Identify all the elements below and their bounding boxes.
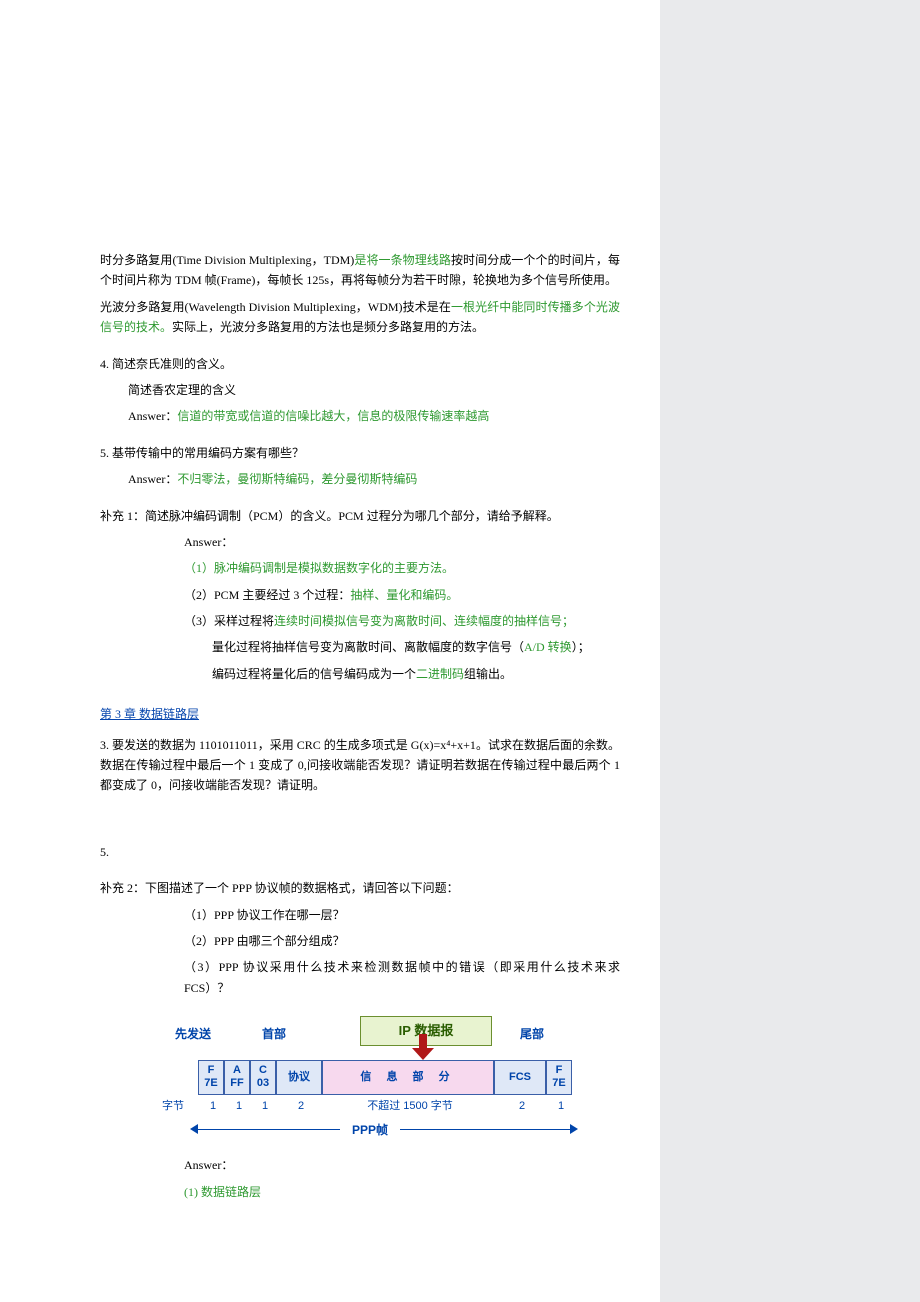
side-panel (660, 0, 920, 1302)
text-highlight: 是将一条物理线路 (354, 253, 451, 267)
bytes-info: 不超过 1500 字节 (324, 1097, 496, 1116)
sup1-item1: （1）脉冲编码调制是模拟数据数字化的主要方法。 (100, 558, 620, 578)
sup2-answer-label: Answer： (100, 1155, 620, 1175)
bytes-label: 字节 (160, 1097, 200, 1116)
document-body: 时分多路复用(Time Division Multiplexing，TDM)是将… (0, 0, 660, 1302)
sup1-item3a: （3）采样过程将连续时间模拟信号变为离散时间、连续幅度的抽样信号； (100, 611, 620, 631)
q5b: 5. (100, 842, 620, 862)
text-highlight: 连续时间模拟信号变为离散时间、连续幅度的抽样信号； (274, 614, 574, 628)
chapter3-link[interactable]: 第 3 章 数据链路层 (100, 704, 199, 724)
field-flag2: F7E (546, 1060, 572, 1094)
text: ）； (572, 640, 590, 654)
text: 量化过程将抽样信号变为离散时间、离散幅度的数字信号（ (212, 640, 524, 654)
text: 编码过程将量化后的信号编码成为一个 (212, 667, 416, 681)
ppp-frame-width: PPP帧 (160, 1119, 580, 1141)
sup1-item3c: 编码过程将量化后的信号编码成为一个二进制码组输出。 (100, 664, 620, 684)
text: 组输出。 (464, 667, 512, 681)
text-highlight: 抽样、量化和编码。 (350, 588, 458, 602)
q3-text: 3. 要发送的数据为 1101011011，采用 CRC 的生成多项式是 G(x… (100, 735, 620, 796)
q5-title: 5. 基带传输中的常用编码方案有哪些？ (100, 443, 620, 463)
q4-title: 4. 简述奈氏准则的含义。 (100, 354, 620, 374)
sup2-title: 补充 2：下图描述了一个 PPP 协议帧的数据格式，请回答以下问题： (100, 878, 620, 898)
text: 光波分多路复用(Wavelength Division Multiplexing… (100, 300, 451, 314)
field-info: 信 息 部 分 (322, 1060, 494, 1094)
bytes-c: 1 (252, 1097, 278, 1116)
field-protocol: 协议 (276, 1060, 322, 1094)
ppp-frame-diagram: 先发送 首部 IP 数据报 尾部 F7E AFF C03 协议 信 息 部 分 … (160, 1012, 580, 1141)
sup2-answer1: (1) 数据链路层 (100, 1182, 620, 1202)
answer-label: Answer： (128, 472, 177, 486)
field-address: AFF (224, 1060, 250, 1094)
q5-answer: Answer：不归零法，曼彻斯特编码，差分曼彻斯特编码 (100, 469, 620, 489)
wdm-paragraph: 光波分多路复用(Wavelength Division Multiplexing… (100, 297, 620, 338)
field-control: C03 (250, 1060, 276, 1094)
sup2-q1: （1）PPP 协议工作在哪一层？ (100, 905, 620, 925)
arrow-down-icon (412, 1048, 434, 1060)
sup1-title: 补充 1：简述脉冲编码调制（PCM）的含义。PCM 过程分为哪几个部分，请给予解… (100, 506, 620, 526)
sup2-q3: （3）PPP 协议采用什么技术来检测数据帧中的错误（即采用什么技术来求 FCS）… (100, 957, 620, 998)
text-highlight: A/D 转换 (524, 640, 572, 654)
q4-subtitle: 简述香农定理的含义 (100, 380, 620, 400)
bytes-f1: 1 (200, 1097, 226, 1116)
bytes-a: 1 (226, 1097, 252, 1116)
bytes-proto: 2 (278, 1097, 324, 1116)
answer-text: 信道的带宽或信道的信噪比越大，信息的极限传输速率越高 (177, 409, 489, 423)
text: 时分多路复用(Time Division Multiplexing，TDM) (100, 253, 354, 267)
answer-label: Answer： (128, 409, 177, 423)
label-send-first: 先发送 (160, 1024, 226, 1046)
text-highlight: 二进制码 (416, 667, 464, 681)
text: 按时间分成一个个的时间片， (451, 253, 608, 267)
field-fcs: FCS (494, 1060, 546, 1094)
field-flag1: F7E (198, 1060, 224, 1094)
q4-answer: Answer：信道的带宽或信道的信噪比越大，信息的极限传输速率越高 (100, 406, 620, 426)
ppp-frame-label: PPP帧 (340, 1120, 400, 1140)
sup1-item2: （2）PCM 主要经过 3 个过程：抽样、量化和编码。 (100, 585, 620, 605)
text: （2）PCM 主要经过 3 个过程： (184, 588, 350, 602)
text: 实际上，光波分多路复用的方法也是频分多路复用的方法。 (172, 320, 484, 334)
answer-text: 不归零法，曼彻斯特编码，差分曼彻斯特编码 (177, 472, 417, 486)
sup1-answer-label: Answer： (100, 532, 620, 552)
bytes-f2: 1 (548, 1097, 574, 1116)
tdm-paragraph: 时分多路复用(Time Division Multiplexing，TDM)是将… (100, 250, 620, 291)
label-trailer: 尾部 (502, 1024, 562, 1046)
text: （3）采样过程将 (184, 614, 274, 628)
sup2-q2: （2）PPP 由哪三个部分组成？ (100, 931, 620, 951)
sup1-item3b: 量化过程将抽样信号变为离散时间、离散幅度的数字信号（A/D 转换）； (100, 637, 620, 657)
bytes-fcs: 2 (496, 1097, 548, 1116)
label-header: 首部 (226, 1024, 322, 1046)
